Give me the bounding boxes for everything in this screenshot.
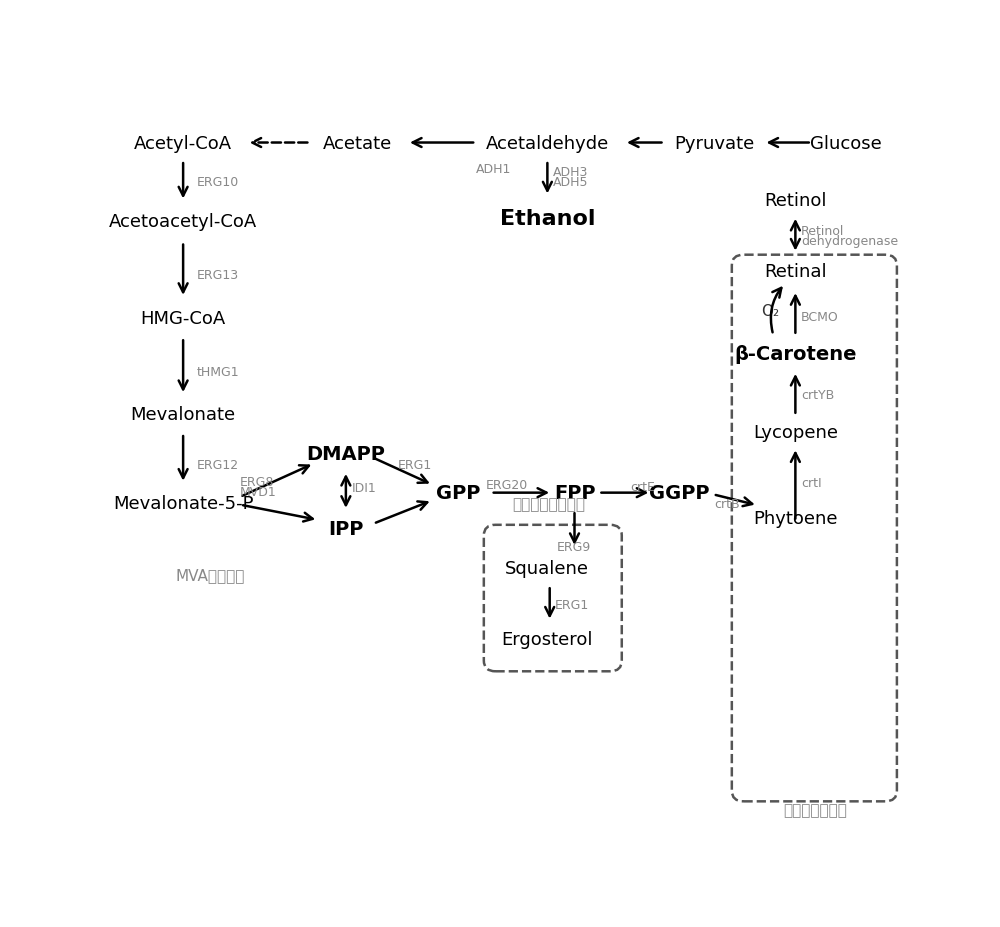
Text: crtE: crtE	[630, 480, 655, 493]
Text: IDI1: IDI1	[351, 482, 376, 495]
Text: Mevalonate: Mevalonate	[131, 406, 236, 424]
Text: Acetate: Acetate	[323, 134, 392, 152]
Text: DMAPP: DMAPP	[306, 444, 385, 464]
Text: O₂: O₂	[762, 304, 780, 319]
Text: GGPP: GGPP	[649, 484, 709, 502]
Text: BCMO: BCMO	[801, 311, 839, 324]
Text: Retinal: Retinal	[764, 263, 827, 281]
Text: tHMG1: tHMG1	[197, 365, 240, 378]
Text: Squalene: Squalene	[505, 559, 589, 577]
Text: crtYB: crtYB	[801, 388, 834, 401]
Text: IPP: IPP	[328, 519, 364, 539]
Text: ADH1: ADH1	[476, 163, 511, 176]
Text: Retinol: Retinol	[801, 224, 844, 237]
Text: Acetaldehyde: Acetaldehyde	[486, 134, 609, 152]
Text: ERG1: ERG1	[554, 599, 589, 612]
Text: dehydrogenase: dehydrogenase	[801, 235, 898, 248]
Text: ADH5: ADH5	[553, 176, 588, 189]
Text: Glucose: Glucose	[810, 134, 882, 152]
Text: ERG20: ERG20	[485, 478, 528, 491]
Text: MVD1: MVD1	[240, 486, 276, 499]
Text: 视黄醇合成途径: 视黄醇合成途径	[783, 802, 847, 817]
Text: GPP: GPP	[436, 484, 480, 502]
Text: Pyruvate: Pyruvate	[674, 134, 754, 152]
Text: ERG8: ERG8	[240, 476, 274, 489]
Text: Retinol: Retinol	[764, 192, 827, 210]
Text: HMG-CoA: HMG-CoA	[140, 310, 226, 327]
Text: Mevalonate-5-P: Mevalonate-5-P	[113, 495, 253, 513]
Text: crtI: crtI	[801, 476, 821, 489]
Text: ERG1: ERG1	[398, 458, 432, 471]
Text: Lycopene: Lycopene	[753, 424, 838, 441]
Text: ERG12: ERG12	[197, 458, 239, 471]
Text: Ergosterol: Ergosterol	[502, 630, 593, 648]
Text: β-Carotene: β-Carotene	[734, 345, 857, 363]
Text: Acetyl-CoA: Acetyl-CoA	[134, 134, 232, 152]
Text: Acetoacetyl-CoA: Acetoacetyl-CoA	[109, 213, 257, 231]
Text: ERG13: ERG13	[197, 269, 239, 282]
Text: ADH3: ADH3	[553, 165, 588, 178]
Text: Ethanol: Ethanol	[500, 209, 595, 228]
Text: crtB: crtB	[714, 497, 740, 511]
Text: MVA合成途径: MVA合成途径	[176, 567, 245, 583]
Text: ERG9: ERG9	[557, 540, 591, 553]
Text: FPP: FPP	[554, 484, 595, 502]
Text: ERG10: ERG10	[197, 176, 239, 189]
Text: 麦角固醇合成途径: 麦角固醇合成途径	[512, 496, 585, 512]
Text: Phytoene: Phytoene	[753, 509, 838, 527]
